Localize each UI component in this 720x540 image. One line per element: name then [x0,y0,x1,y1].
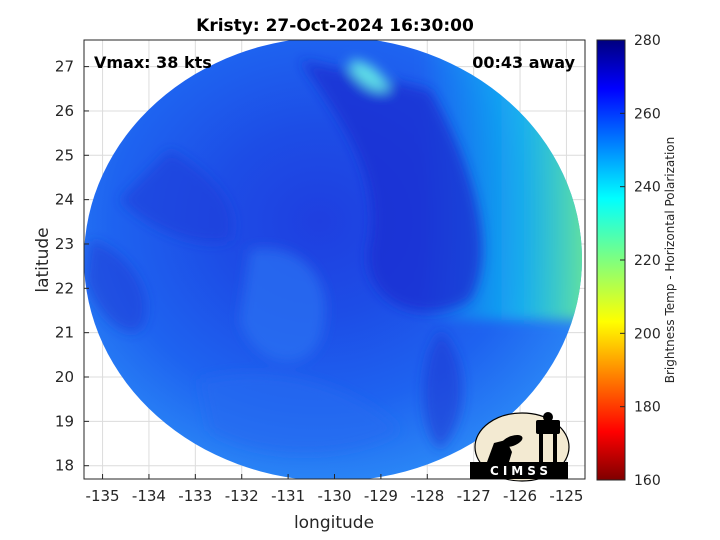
logo-text: CIMSS [490,464,552,478]
swath-field [84,40,582,479]
x-tick-label: -127 [457,487,491,505]
x-tick-label: -130 [317,487,351,505]
y-tick-label: 21 [55,324,74,342]
colorbar-tick-label: 220 [634,253,661,269]
x-tick-label: -132 [225,487,259,505]
colorbar-ticks: 160 180 200 220 240 260 280 [620,33,661,489]
y-tick-label: 24 [55,191,74,209]
y-tick-label: 19 [55,412,74,430]
x-axis: -135 -134 -133 -132 -131 -130 -129 -128 -127 -126… [86,474,583,505]
x-tick-label: -135 [86,487,120,505]
colorbar-tick-label: 180 [634,400,661,416]
y-axis-label: latitude [33,227,53,292]
time-away-annotation: 00:43 away [472,53,575,72]
cimss-logo: CIMSS [470,412,570,482]
colorbar-label: Brightness Temp - Horizontal Polarizatio… [663,137,677,384]
cold-bands [85,60,483,453]
y-axis: 18 19 20 21 22 23 24 25 26 27 [55,58,89,475]
colorbar-tick-label: 260 [634,106,661,122]
x-tick-label: -131 [271,487,305,505]
y-tick-label: 18 [55,457,74,475]
colorbar-tick-label: 280 [634,33,661,49]
y-tick-label: 20 [55,368,74,386]
x-tick-label: -129 [364,487,398,505]
colorbar-tick-label: 240 [634,180,661,196]
x-tick-label: -128 [410,487,444,505]
chart-title: Kristy: 27-Oct-2024 16:30:00 [196,16,474,36]
vmax-annotation: Vmax: 38 kts [94,53,212,72]
x-axis-label: longitude [294,513,374,533]
y-tick-label: 26 [55,102,74,120]
colorbar-tick-label: 200 [634,326,661,342]
x-tick-label: -126 [503,487,537,505]
y-tick-label: 25 [55,146,74,164]
colorbar: 160 180 200 220 240 260 280 Brightness Temp - … [596,33,677,489]
x-tick-label: -134 [132,487,166,505]
y-tick-label: 27 [55,58,74,76]
y-tick-label: 22 [55,279,74,297]
colorbar-tick-label: 160 [634,473,661,489]
x-tick-label: -125 [549,487,583,505]
x-tick-label: -133 [178,487,212,505]
y-tick-label: 23 [55,235,74,253]
